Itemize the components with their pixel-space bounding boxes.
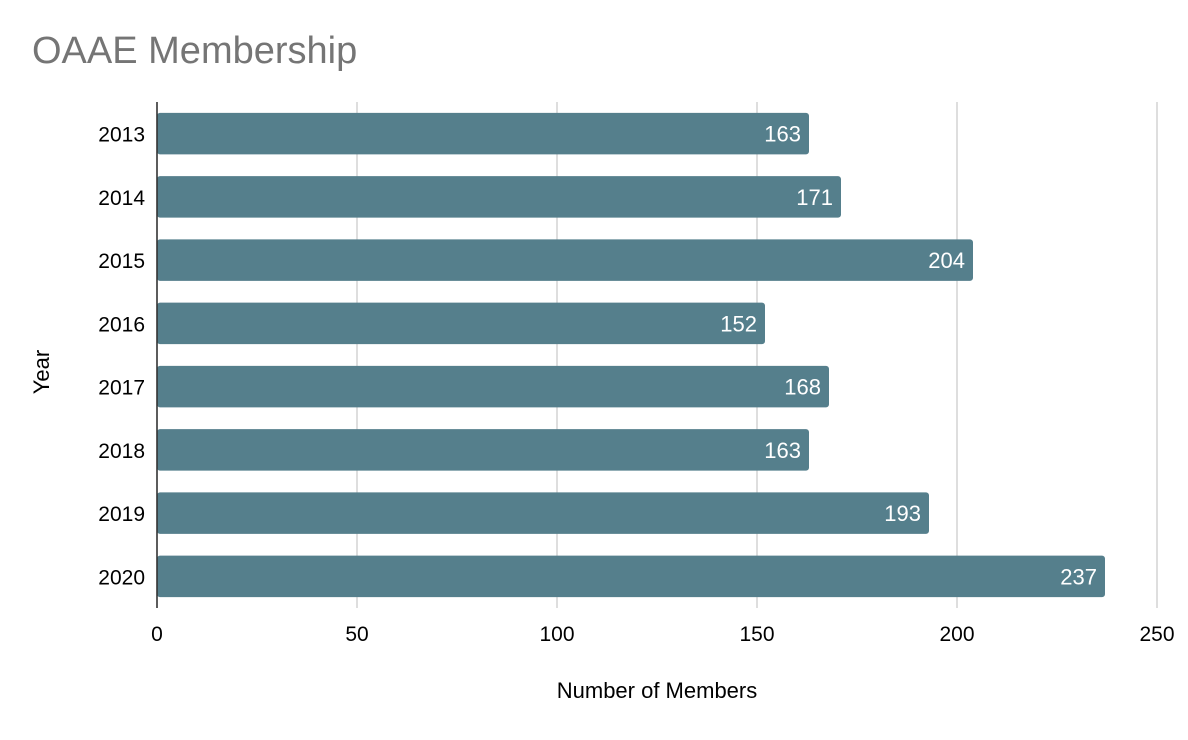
bar-data-label: 237: [1060, 564, 1097, 589]
y-tick-label: 2013: [98, 124, 145, 147]
bars: 163 171 204 152 168 163 193 237: [157, 112, 1105, 598]
x-axis-title: Number of Members: [556, 678, 758, 703]
bar: [157, 492, 929, 534]
bar-data-label: 171: [796, 185, 833, 210]
y-tick-label: 2015: [98, 250, 145, 273]
bar-data-label: 163: [764, 438, 801, 463]
y-tick-label: 2017: [98, 377, 145, 400]
y-tick-label: 2014: [98, 187, 145, 210]
chart-title: OAAE Membership: [32, 30, 358, 72]
bar: [157, 176, 841, 218]
x-tick-label: 150: [739, 623, 774, 646]
bar: [157, 239, 973, 281]
y-tick-label: 2019: [98, 503, 145, 526]
bar: [157, 302, 765, 345]
bar: [157, 429, 809, 471]
bar: [157, 365, 829, 408]
bar-data-label: 163: [764, 122, 801, 147]
bar-data-label: 168: [784, 375, 821, 400]
bar: [157, 555, 1105, 598]
y-tick-label: 2018: [98, 440, 145, 463]
x-tick-label: 50: [345, 623, 368, 646]
x-tick-label: 250: [1139, 623, 1174, 646]
x-tick-label: 100: [539, 623, 574, 646]
y-tick-label: 2016: [98, 313, 145, 336]
bar-data-label: 152: [720, 311, 757, 336]
x-tick-label: 200: [939, 623, 974, 646]
bar-data-label: 193: [884, 501, 921, 526]
axes: 0 50 100 150 200 250 2013 2014 2015 2016 2017 2018 2…: [98, 102, 1175, 646]
bar-data-label: 204: [928, 248, 965, 273]
x-tick-label: 0: [151, 623, 163, 646]
y-tick-label: 2020: [98, 566, 145, 589]
bar: [157, 112, 809, 155]
